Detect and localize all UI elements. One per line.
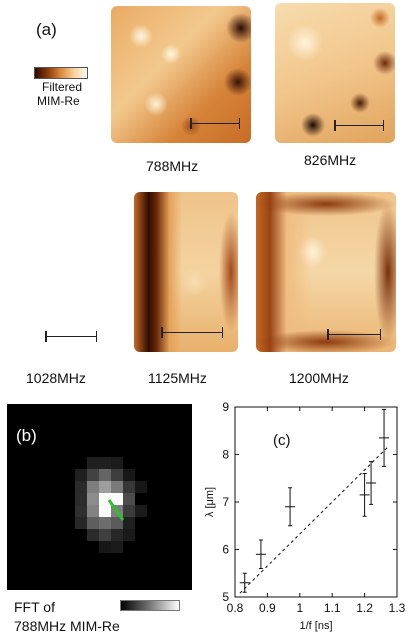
fft-pixel: [75, 493, 87, 505]
scale-bar: [161, 327, 223, 338]
y-axis-label: λ [μm]: [204, 487, 216, 517]
fft-pixel: [123, 493, 135, 505]
scale-bar: [327, 329, 381, 340]
x-tick-label: 1: [296, 601, 303, 615]
fft-pixel: [111, 529, 123, 541]
x-tick-label: 1.3: [389, 601, 406, 615]
fft-caption-line2: 788MHz MIM-Re: [14, 618, 120, 634]
fft-pixel: [135, 481, 147, 493]
fft-pattern: [75, 457, 147, 553]
fft-pixel: [87, 517, 99, 529]
fft-pixel: [99, 541, 111, 553]
scale-bar: [45, 331, 97, 342]
fft-pixel: [123, 529, 135, 541]
fft-pixel: [75, 481, 87, 493]
fft-pixel: [75, 469, 87, 481]
fft-pixel: [123, 505, 135, 517]
colorbar: [34, 67, 88, 79]
fft-pixel: [111, 493, 123, 505]
mim-image-1125mhz: [134, 192, 238, 352]
x-tick-label: 1.2: [356, 601, 373, 615]
fft-pixel: [87, 469, 99, 481]
x-tick-label: 1.1: [324, 601, 341, 615]
y-tick-label: 8: [222, 448, 229, 462]
scale-bar: [334, 120, 384, 131]
fft-pixel: [111, 457, 123, 469]
scale-bar: [190, 118, 240, 129]
x-tick-label: 0.9: [259, 601, 276, 615]
fft-pixel: [99, 493, 111, 505]
fft-pixel: [87, 529, 99, 541]
fft-pixel: [99, 505, 111, 517]
fft-pixel: [123, 517, 135, 529]
fft-pixel: [111, 517, 123, 529]
freq-label-788: 788MHz: [146, 158, 199, 174]
fft-pixel: [99, 469, 111, 481]
colorbar-gradient: [35, 68, 87, 78]
fft-pixel: [87, 493, 99, 505]
fft-pixel: [111, 481, 123, 493]
freq-label-826: 826MHz: [304, 152, 357, 168]
panel-a-label: (a): [36, 20, 57, 39]
y-tick-label: 6: [222, 543, 229, 557]
fft-image: [7, 404, 192, 590]
fft-pixel: [111, 469, 123, 481]
fft-pixel: [75, 517, 87, 529]
fft-pixel: [99, 481, 111, 493]
colorbar-label-line1: Filtered: [42, 80, 83, 94]
y-tick-label: 5: [222, 590, 229, 604]
freq-label-1125: 1125MHz: [148, 370, 207, 386]
panel-c-label: (c): [273, 432, 291, 449]
fft-direction-arrow: [107, 499, 125, 521]
panel-b-label: (b): [16, 426, 37, 445]
fft-pixel: [87, 457, 99, 469]
mim-image-788mhz: [111, 6, 251, 143]
freq-label-1200: 1200MHz: [289, 370, 349, 386]
fft-pixel: [123, 481, 135, 493]
mim-image-1028mhz: [11, 192, 111, 352]
fft-pixel: [99, 529, 111, 541]
x-tick-label: 0.8: [227, 601, 244, 615]
fft-pixel: [111, 541, 123, 553]
mim-image-1200mhz: [256, 192, 396, 352]
wavelength-chart: 0.8 0.9 1 1.1 1.2 1.3 5 6 7 8 9 1/f [ns] λ [μm] (c): [204, 400, 406, 632]
fft-colorbar: [120, 600, 180, 611]
fft-pixel: [87, 505, 99, 517]
freq-label-1028: 1028MHz: [26, 370, 86, 386]
y-tick-label: 7: [222, 495, 229, 509]
fft-pixel: [135, 505, 147, 517]
x-axis-label: 1/f [ns]: [299, 620, 332, 632]
fft-pixel: [99, 457, 111, 469]
fft-pixel: [87, 481, 99, 493]
fft-pixel: [99, 517, 111, 529]
fit-line: [239, 445, 390, 594]
fft-caption-line1: FFT of: [14, 599, 55, 615]
y-tick-label: 9: [222, 400, 229, 414]
fft-pixel: [123, 469, 135, 481]
fft-pixel: [75, 505, 87, 517]
colorbar-label-line2: MIM-Re: [37, 94, 80, 108]
mim-image-826mhz: [275, 3, 395, 143]
